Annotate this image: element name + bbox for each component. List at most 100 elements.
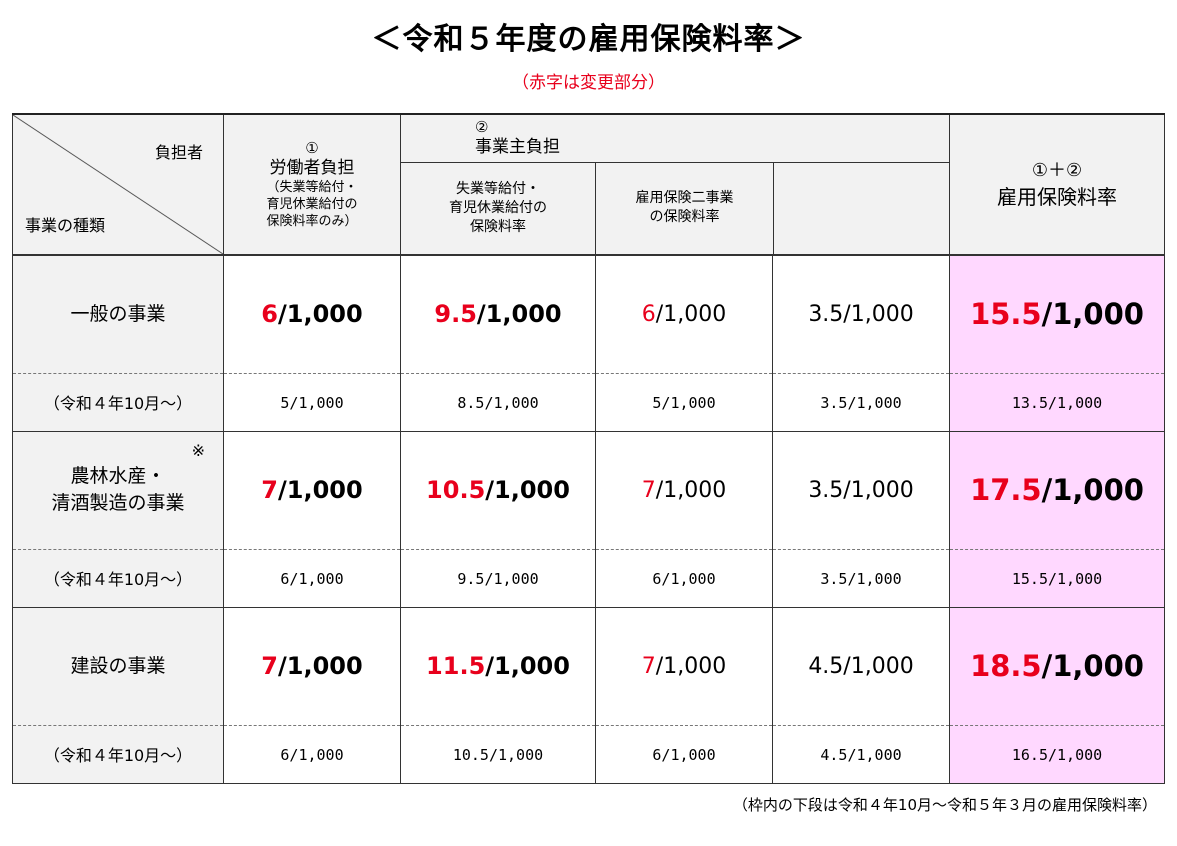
worker-rate-denominator: /1,000: [278, 476, 363, 504]
total-rate-cell: 18.5/1,000: [949, 606, 1166, 726]
header-worker-note-3: 保険料率のみ）: [266, 214, 358, 229]
worker-rate-changed: 6: [261, 300, 278, 329]
two-projects-rate: 4.5/1,000: [808, 653, 914, 679]
worker-rate-denominator: /1,000: [278, 300, 363, 329]
total-rate-changed: 18.5: [970, 649, 1042, 683]
header-employer-benefit-2: 育児休業給付の: [449, 199, 547, 216]
employer-benefit-rate-changed: 7: [641, 653, 656, 679]
table-row: 建設の事業 7/1,000 11.5/1,000 7/1,000 4.5/1,0…: [12, 606, 1166, 726]
employer-rate-changed: 9.5: [434, 300, 477, 329]
total-rate-cell: 17.5/1,000: [949, 430, 1166, 550]
previous-employer-benefit-rate: 6/1,000: [652, 569, 716, 588]
previous-period-label: （令和４年10月～）: [43, 570, 193, 589]
rate-table: 負担者 事業の種類 ① 労働者負担 （失業等給付・ 育児休業給付の 保険料率のみ…: [12, 112, 1166, 784]
previous-employer-benefit-rate: 5/1,000: [652, 393, 716, 412]
header-employer-mark: ②: [475, 118, 489, 137]
two-projects-rate-cell: 4.5/1,000: [771, 606, 951, 726]
previous-total-rate: 15.5/1,000: [1011, 569, 1103, 588]
table-row-previous: （令和４年10月～） 5/1,000 8.5/1,000 5/1,000 3.5…: [12, 373, 1166, 432]
business-type-label: 建設の事業: [70, 654, 166, 677]
previous-period-label: （令和４年10月～）: [43, 746, 193, 765]
previous-employer-rate: 9.5/1,000: [457, 569, 539, 588]
note-mark: ※: [191, 441, 205, 460]
two-projects-rate: 3.5/1,000: [808, 301, 914, 327]
worker-rate-cell: 7/1,000: [223, 430, 401, 550]
total-rate-denominator: /1,000: [1041, 649, 1144, 683]
employer-rate-denominator: /1,000: [485, 652, 570, 680]
employer-benefit-rate-changed: 6: [641, 301, 656, 327]
header-worker-note-2: 育児休業給付の: [266, 197, 358, 212]
header-business-type-label: 事業の種類: [25, 216, 106, 235]
header-two-projects-1: 雇用保険二事業: [635, 190, 734, 207]
previous-worker-rate: 6/1,000: [280, 569, 344, 588]
page-title: ＜令和５年度の雇用保険料率＞: [371, 22, 806, 57]
previous-worker-rate: 6/1,000: [280, 745, 344, 764]
header-total-label: 雇用保険料率: [997, 184, 1118, 209]
employer-benefit-rate-denominator: /1,000: [655, 653, 727, 679]
employer-rate-changed: 11.5: [426, 652, 486, 680]
header-two-projects-2: の保険料率: [649, 209, 720, 226]
two-projects-rate-cell: 3.5/1,000: [771, 430, 951, 550]
employer-rate-denominator: /1,000: [485, 476, 570, 504]
employer-benefit-rate-cell: 7/1,000: [595, 430, 773, 550]
two-projects-rate-cell: 3.5/1,000: [771, 254, 951, 374]
employer-rate-cell: 10.5/1,000: [400, 430, 596, 550]
worker-rate-changed: 7: [261, 652, 278, 680]
page-subtitle: （赤字は変更部分）: [512, 73, 665, 93]
employer-rate-cell: 11.5/1,000: [400, 606, 596, 726]
header-employer-benefit: 失業等給付・ 育児休業給付の 保険料率: [400, 161, 596, 256]
header-employer-benefit-3: 保険料率: [470, 218, 526, 235]
total-rate-changed: 15.5: [970, 297, 1042, 332]
employer-benefit-rate-cell: 6/1,000: [595, 254, 773, 374]
table-row: 一般の事業 6/1,000 9.5/1,000 6/1,000 3.5/1,00…: [12, 254, 1166, 374]
header-worker-note-1: （失業等給付・: [266, 180, 358, 195]
previous-two-projects-rate: 3.5/1,000: [820, 393, 902, 412]
previous-total-rate: 13.5/1,000: [1011, 393, 1103, 412]
worker-rate-changed: 7: [261, 476, 278, 504]
header-worker-label: 労働者負担: [269, 158, 355, 178]
business-type-label: 一般の事業: [70, 302, 166, 325]
header-total-mark: ①＋②: [1031, 159, 1083, 181]
header-two-projects: 雇用保険二事業 の保険料率: [596, 162, 774, 254]
previous-employer-benefit-rate: 6/1,000: [652, 745, 716, 764]
total-rate-denominator: /1,000: [1041, 297, 1144, 332]
employer-rate-cell: 9.5/1,000: [400, 254, 596, 374]
previous-period-label: （令和４年10月～）: [43, 394, 193, 413]
business-type-cell: 一般の事業: [12, 254, 224, 374]
total-rate-changed: 17.5: [970, 473, 1042, 507]
header-employer-label: 事業主負担: [475, 137, 560, 158]
employer-benefit-rate-changed: 7: [641, 477, 656, 503]
header-employer-benefit-1: 失業等給付・: [456, 180, 540, 197]
previous-two-projects-rate: 3.5/1,000: [820, 569, 902, 588]
employer-benefit-rate-denominator: /1,000: [655, 301, 727, 327]
total-rate-denominator: /1,000: [1041, 473, 1144, 507]
header-diagonal-cell: 負担者 事業の種類: [12, 113, 224, 256]
employer-rate-changed: 10.5: [426, 476, 486, 504]
employer-benefit-rate-denominator: /1,000: [655, 477, 727, 503]
header-total: ①＋② 雇用保険料率: [949, 113, 1166, 256]
previous-employer-rate: 10.5/1,000: [452, 745, 544, 764]
employer-rate-denominator: /1,000: [476, 300, 562, 329]
footnote: （枠内の下段は令和４年10月～令和５年３月の雇用保険料率）: [732, 796, 1157, 814]
previous-two-projects-rate: 4.5/1,000: [820, 745, 902, 764]
table-row: ※ 農林水産・ 清酒製造の事業 7/1,000 10.5/1,000 7/1,0…: [12, 430, 1166, 550]
worker-rate-cell: 6/1,000: [223, 254, 401, 374]
header-payer-label: 負担者: [154, 143, 203, 162]
business-type-cell: ※ 農林水産・ 清酒製造の事業: [12, 430, 224, 550]
table-row-previous: （令和４年10月～） 6/1,000 9.5/1,000 6/1,000 3.5…: [12, 549, 1166, 608]
header-worker: ① 労働者負担 （失業等給付・ 育児休業給付の 保険料率のみ）: [223, 113, 401, 256]
business-type-label-line-2: 清酒製造の事業: [51, 492, 185, 514]
table-row-previous: （令和４年10月～） 6/1,000 10.5/1,000 6/1,000 4.…: [12, 725, 1166, 784]
total-rate-cell: 15.5/1,000: [949, 254, 1166, 374]
two-projects-rate: 3.5/1,000: [808, 477, 914, 503]
worker-rate-denominator: /1,000: [278, 652, 363, 680]
business-type-label-line-1: 農林水産・: [70, 465, 166, 487]
previous-employer-rate: 8.5/1,000: [457, 393, 539, 412]
previous-total-rate: 16.5/1,000: [1011, 745, 1103, 764]
business-type-cell: 建設の事業: [12, 606, 224, 726]
worker-rate-cell: 7/1,000: [223, 606, 401, 726]
employer-benefit-rate-cell: 7/1,000: [595, 606, 773, 726]
header-worker-mark: ①: [305, 139, 319, 157]
previous-worker-rate: 5/1,000: [280, 393, 344, 412]
header-employer: ② 事業主負担: [399, 112, 951, 163]
